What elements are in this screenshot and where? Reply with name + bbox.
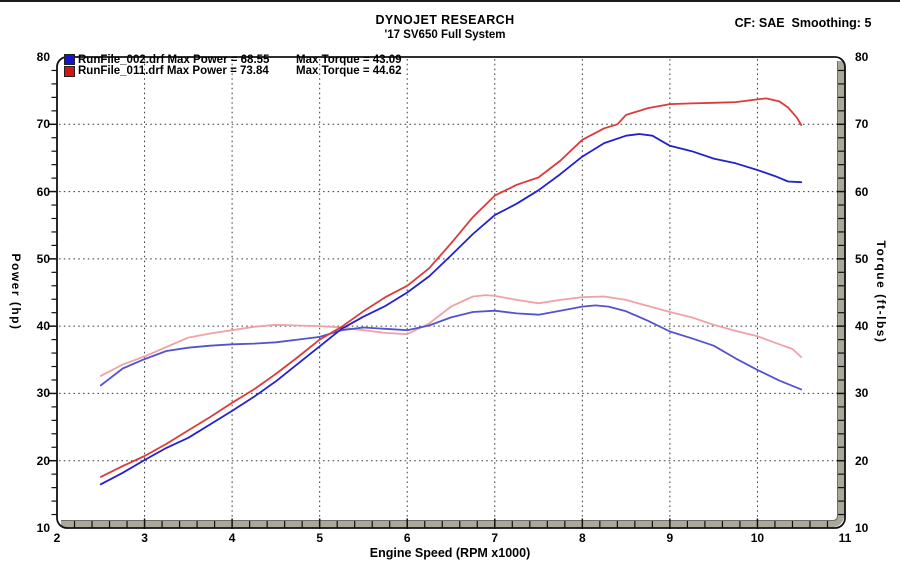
chart-subtitle: '17 SV650 Full System bbox=[384, 29, 506, 41]
x-tick-label-6: 6 bbox=[403, 531, 411, 545]
left-tick-label-70: 70 bbox=[36, 117, 50, 132]
right-tick-label-70: 70 bbox=[855, 117, 869, 132]
right-tick-label-10: 10 bbox=[855, 521, 869, 535]
axis-band-inner-edge bbox=[61, 61, 838, 521]
right-tick-label-40: 40 bbox=[855, 319, 869, 334]
left-tick-label-30: 30 bbox=[36, 386, 50, 401]
correction-smoothing-note: CF: SAE Smoothing: 5 bbox=[734, 16, 872, 30]
x-tick-label-10: 10 bbox=[750, 531, 765, 545]
axis-band bbox=[61, 61, 845, 528]
legend-run-002-torque-label: Max Torque = 43.09 bbox=[296, 53, 402, 66]
left-tick-label-80: 80 bbox=[36, 50, 50, 64]
x-axis-label: Engine Speed (RPM x1000) bbox=[369, 546, 531, 560]
legend-run-002: RunFile_002.drf Max Power = 68.55 Max To… bbox=[64, 54, 402, 66]
legend-run-011-torque-label: Max Torque = 44.62 bbox=[296, 65, 402, 78]
left-tick-label-10: 10 bbox=[36, 521, 50, 535]
right-tick-label-20: 20 bbox=[855, 453, 869, 468]
x-tick-label-2: 2 bbox=[53, 531, 61, 545]
left-tick-label-40: 40 bbox=[36, 319, 50, 334]
legend-swatch-blue bbox=[64, 54, 75, 66]
left-axis-label: Power (hp) bbox=[9, 253, 23, 331]
legend-run-011-power-label: RunFile_011.drf Max Power = 73.84 bbox=[78, 65, 269, 78]
x-tick-label-9: 9 bbox=[666, 531, 674, 545]
x-tick-label-4: 4 bbox=[228, 531, 236, 545]
left-tick-label-20: 20 bbox=[36, 453, 50, 468]
left-tick-label-60: 60 bbox=[36, 184, 50, 199]
chart-title: DYNOJET RESEARCH bbox=[375, 13, 515, 27]
plot-frame bbox=[56, 56, 846, 529]
right-tick-label-50: 50 bbox=[855, 251, 869, 266]
runfile-011-drf-torque-curve bbox=[99, 294, 803, 377]
runfile-002-drf-power-curve bbox=[99, 133, 803, 486]
right-tick-label-80: 80 bbox=[855, 50, 869, 64]
x-tick-label-11: 11 bbox=[838, 531, 852, 545]
legend-run-002-power-label: RunFile_002.drf Max Power = 68.55 bbox=[78, 53, 270, 66]
top-border-line bbox=[0, 0, 900, 2]
runfile-011-drf-power-curve bbox=[99, 97, 803, 478]
right-tick-label-60: 60 bbox=[855, 184, 869, 199]
right-tick-label-30: 30 bbox=[855, 386, 869, 401]
left-tick-label-50: 50 bbox=[36, 251, 50, 266]
x-tick-label-5: 5 bbox=[316, 531, 323, 545]
legend-run-011: RunFile_011.drf Max Power = 73.84 Max To… bbox=[64, 65, 402, 78]
legend-swatch-red bbox=[64, 65, 75, 77]
runfile-002-drf-torque-curve bbox=[99, 304, 803, 391]
x-tick-label-7: 7 bbox=[491, 531, 499, 545]
legend: RunFile_002.drf Max Power = 68.55 Max To… bbox=[64, 54, 402, 77]
x-tick-label-8: 8 bbox=[578, 531, 586, 545]
x-tick-label-3: 3 bbox=[141, 531, 148, 545]
